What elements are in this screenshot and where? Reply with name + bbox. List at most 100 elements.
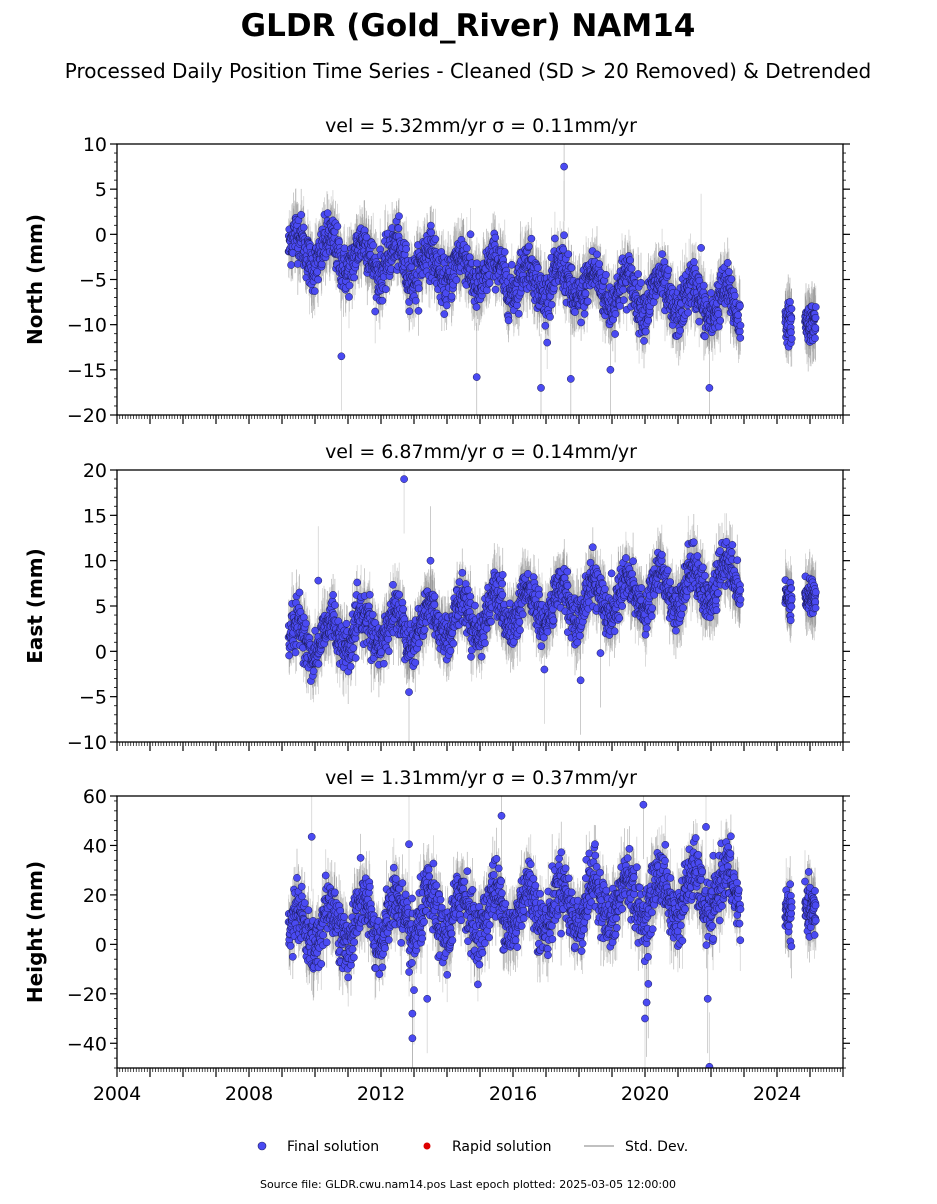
data-point <box>338 353 345 360</box>
data-point <box>596 260 603 267</box>
data-point <box>788 305 795 312</box>
data-point <box>584 298 591 305</box>
data-point <box>628 265 635 272</box>
data-point <box>513 302 520 309</box>
data-point <box>717 317 724 324</box>
data-point <box>298 211 305 218</box>
data-point <box>637 279 644 286</box>
data-point <box>415 307 422 314</box>
data-point <box>567 375 574 382</box>
chart-title: GLDR (Gold_River) NAM14 <box>241 8 696 44</box>
data-point <box>627 257 634 264</box>
y-tick-label: −15 <box>67 360 107 382</box>
data-point <box>473 374 480 381</box>
data-point <box>370 242 377 249</box>
data-point <box>724 259 731 266</box>
data-point <box>505 317 512 324</box>
data-point <box>528 235 535 242</box>
data-point <box>635 270 642 277</box>
data-point <box>508 261 515 268</box>
data-point <box>578 319 585 326</box>
data-point <box>696 318 703 325</box>
panel-title: vel = 5.32mm/yr σ = 0.11mm/yr <box>325 115 637 137</box>
data-point <box>548 301 555 308</box>
data-point <box>737 322 744 329</box>
data-point <box>534 264 541 271</box>
data-point <box>665 266 672 273</box>
data-point <box>415 285 422 292</box>
data-point <box>406 308 413 315</box>
data-point <box>640 337 647 344</box>
data-point <box>645 317 652 324</box>
data-point <box>453 276 460 283</box>
data-point <box>443 302 450 309</box>
data-point <box>811 335 818 342</box>
data-point <box>288 261 295 268</box>
data-point <box>395 225 402 232</box>
y-tick-label: −10 <box>67 315 107 337</box>
data-point <box>582 290 589 297</box>
data-point <box>812 303 819 310</box>
data-point <box>315 276 322 283</box>
data-point <box>728 276 735 283</box>
data-point <box>448 293 455 300</box>
data-point <box>725 268 732 275</box>
data-point <box>467 231 474 238</box>
data-point <box>731 292 738 299</box>
chart-subtitle: Processed Daily Position Time Series - C… <box>65 59 871 83</box>
data-point <box>403 245 410 252</box>
data-point <box>561 232 568 239</box>
data-point <box>607 366 614 373</box>
data-point <box>700 282 707 289</box>
data-point <box>324 210 331 217</box>
data-point <box>537 384 544 391</box>
y-tick-label: −5 <box>79 270 107 292</box>
data-point <box>788 315 795 322</box>
data-point <box>701 333 708 340</box>
data-point <box>515 310 522 317</box>
data-point <box>581 310 588 317</box>
data-point <box>412 297 419 304</box>
data-point <box>593 251 600 258</box>
data-point <box>345 293 352 300</box>
data-point <box>620 297 627 304</box>
data-point <box>492 234 499 241</box>
data-point <box>787 329 794 336</box>
data-point <box>698 244 705 251</box>
data-point <box>812 324 819 331</box>
data-point <box>473 260 480 267</box>
data-point <box>379 297 386 304</box>
data-point <box>642 328 649 335</box>
data-point <box>812 314 819 321</box>
data-point <box>346 282 353 289</box>
series-final-solution <box>285 425 819 747</box>
data-point <box>685 309 692 316</box>
data-point <box>612 330 619 337</box>
data-point <box>715 310 722 317</box>
data-point <box>501 248 508 255</box>
data-point <box>334 223 341 230</box>
data-point <box>571 309 578 316</box>
data-point <box>432 235 439 242</box>
data-point <box>486 279 493 286</box>
data-point <box>737 334 744 341</box>
data-point <box>372 308 379 315</box>
data-point <box>620 286 627 293</box>
y-tick-label: 10 <box>83 134 107 156</box>
data-point <box>473 303 480 310</box>
data-point <box>546 313 553 320</box>
data-point <box>428 229 435 236</box>
y-tick-label: 5 <box>95 179 107 201</box>
y-axis-label: North (mm) <box>23 214 47 345</box>
data-point <box>786 298 793 305</box>
data-point <box>427 222 434 229</box>
data-point <box>395 213 402 220</box>
data-point <box>492 286 499 293</box>
data-point <box>677 327 684 334</box>
data-point <box>565 251 572 258</box>
